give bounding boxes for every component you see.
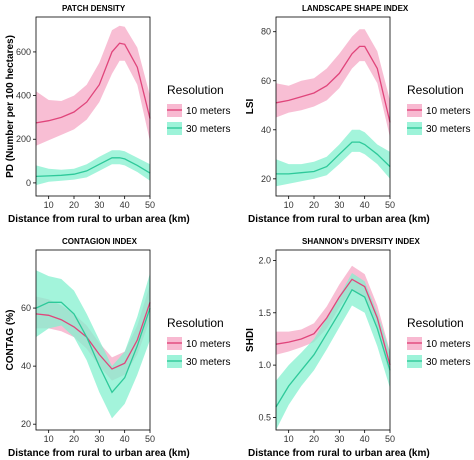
confidence-band-30m — [276, 129, 390, 187]
legend-label: 10 meters — [426, 106, 470, 117]
y-tick-label: 600 — [16, 47, 31, 57]
x-axis-label: Distance from rural to urban area (km) — [8, 448, 190, 459]
series-line-10m — [35, 302, 151, 370]
y-tick-label: 400 — [16, 91, 31, 101]
panel-title: PATCH DENSITY — [62, 4, 126, 13]
x-tick-label: 40 — [120, 200, 130, 210]
legend-title: Resolution — [407, 316, 464, 330]
y-tick-label: 60 — [261, 76, 271, 86]
confidence-band-30m — [36, 270, 150, 419]
x-tick-label: 10 — [284, 434, 294, 444]
legend-title: Resolution — [167, 83, 224, 97]
legend-title: Resolution — [167, 316, 224, 330]
y-axis-label: PD (Number per 100 hectares) — [5, 35, 16, 178]
series-line-30m — [35, 301, 151, 394]
x-tick-label: 40 — [360, 200, 370, 210]
x-tick-label: 30 — [94, 200, 104, 210]
x-tick-label: 50 — [145, 200, 155, 210]
panel-title: SHANNON's DIVERSITY INDEX — [302, 237, 420, 246]
legend: Resolution 10 meters 30 meters — [407, 83, 470, 135]
x-tick-label: 50 — [385, 434, 395, 444]
y-tick-label: 20 — [261, 174, 271, 184]
panel-4: SHANNON's DIVERSITY INDEX 10 20 30 40 50 0.5 1.… — [245, 237, 470, 459]
x-tick-label: 50 — [385, 200, 395, 210]
x-tick-label: 20 — [309, 434, 319, 444]
y-axis-label: CONTAG (%) — [5, 310, 16, 371]
confidence-band-10m — [36, 25, 150, 146]
panel-3: CONTAGION INDEX 10 20 30 40 50 20 40 60 Distance … — [5, 237, 230, 459]
legend-label: 10 meters — [186, 106, 230, 117]
legend: Resolution 10 meters 30 meters — [167, 83, 230, 135]
confidence-band-10m — [276, 29, 390, 138]
legend: Resolution 10 meters 30 meters — [407, 316, 470, 368]
x-tick-label: 30 — [334, 200, 344, 210]
panel-2: LANDSCAPE SHAPE INDEX 10 20 30 40 50 20 40 60 80 D… — [245, 4, 470, 225]
panel-title: CONTAGION INDEX — [62, 237, 138, 246]
y-tick-label: 200 — [16, 134, 31, 144]
y-tick-label: 80 — [261, 27, 271, 37]
y-tick-label: 1.0 — [258, 360, 271, 370]
x-tick-label: 20 — [69, 434, 79, 444]
y-tick-label: 2.0 — [258, 255, 271, 265]
legend: Resolution 10 meters 30 meters — [167, 316, 230, 368]
legend-label: 30 meters — [186, 124, 230, 135]
y-tick-label: 40 — [21, 361, 31, 371]
y-tick-label: 0 — [26, 178, 31, 188]
y-tick-label: 1.5 — [258, 308, 271, 318]
series-line-10m — [275, 278, 391, 366]
x-axis-label: Distance from rural to urban area (km) — [248, 214, 430, 225]
x-axis-label: Distance from rural to urban area (km) — [8, 214, 190, 225]
y-axis-label: SHDI — [245, 328, 256, 352]
x-tick-label: 10 — [44, 200, 54, 210]
plot-frame — [35, 16, 151, 197]
legend-label: 10 meters — [426, 339, 470, 350]
legend-label: 30 meters — [426, 124, 470, 135]
x-tick-label: 20 — [309, 200, 319, 210]
panel-1: PATCH DENSITY 10 20 30 40 50 0 200 400 600 Distanc… — [5, 4, 230, 225]
legend-label: 30 meters — [426, 357, 470, 368]
y-tick-label: 20 — [21, 419, 31, 429]
x-tick-label: 30 — [334, 434, 344, 444]
x-tick-label: 20 — [69, 200, 79, 210]
plot-frame — [275, 249, 391, 431]
legend-label: 10 meters — [186, 339, 230, 350]
y-tick-label: 60 — [21, 303, 31, 313]
plot-frame — [275, 16, 391, 197]
panel-title: LANDSCAPE SHAPE INDEX — [302, 4, 409, 13]
y-tick-label: 0.5 — [258, 412, 271, 422]
x-tick-label: 50 — [145, 434, 155, 444]
legend-title: Resolution — [407, 83, 464, 97]
legend-label: 30 meters — [186, 357, 230, 368]
series-line-30m — [275, 288, 391, 408]
x-tick-label: 40 — [360, 434, 370, 444]
y-axis-label: LSI — [245, 99, 256, 115]
plot-frame — [35, 249, 151, 431]
x-tick-label: 10 — [44, 434, 54, 444]
x-tick-label: 40 — [120, 434, 130, 444]
x-axis-label: Distance from rural to urban area (km) — [248, 448, 430, 459]
y-tick-label: 40 — [261, 125, 271, 135]
x-tick-label: 10 — [284, 200, 294, 210]
x-tick-label: 30 — [94, 434, 104, 444]
